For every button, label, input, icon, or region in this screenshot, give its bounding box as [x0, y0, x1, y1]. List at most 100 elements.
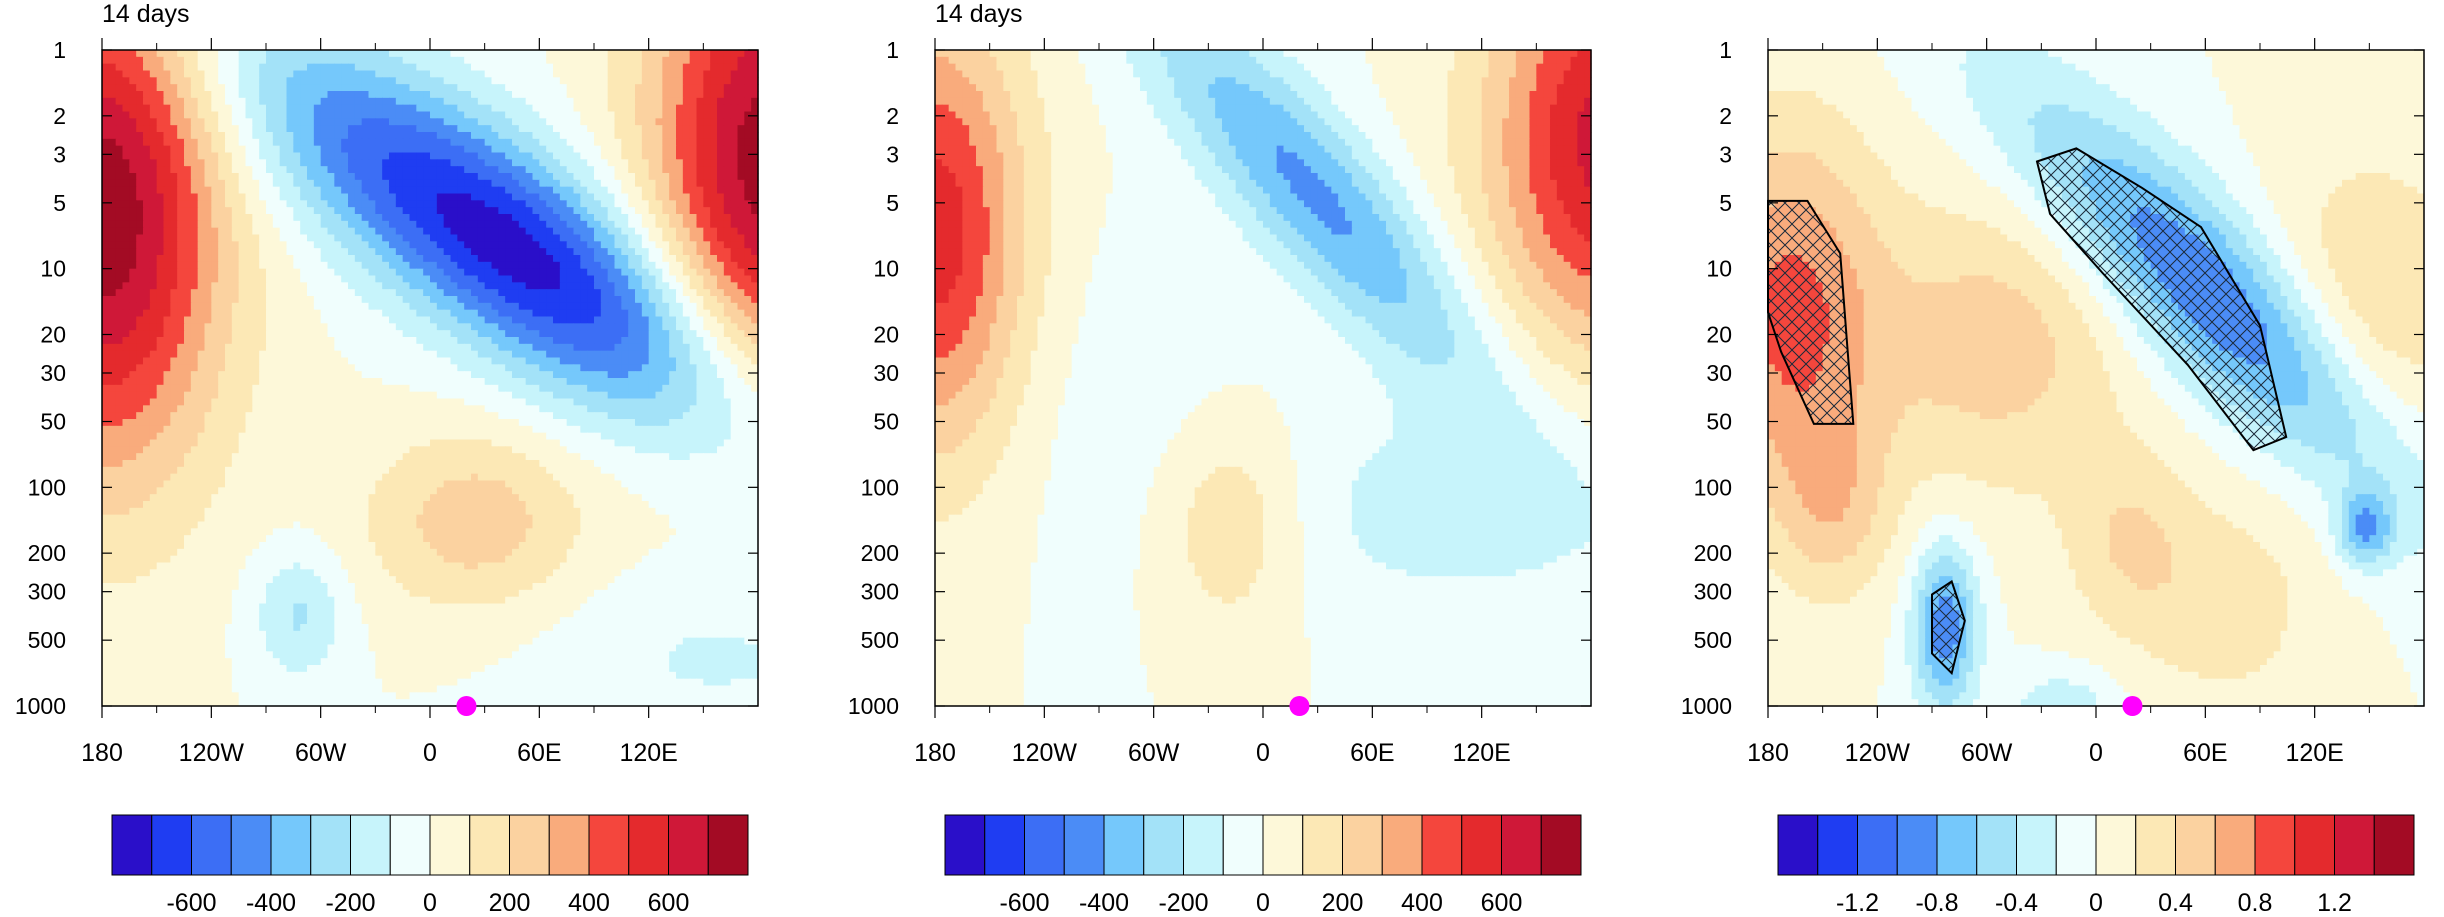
field-cell: [512, 112, 519, 119]
field-cell: [546, 296, 553, 303]
field-cell: [328, 200, 335, 207]
field-cell: [293, 262, 300, 269]
field-cell: [266, 385, 273, 392]
field-cell: [150, 235, 157, 242]
field-cell: [218, 344, 225, 351]
field-cell: [615, 364, 622, 371]
field-cell: [731, 385, 738, 392]
field-cell: [457, 289, 464, 296]
field-cell: [232, 392, 239, 399]
field-cell: [293, 289, 300, 296]
field-cell: [300, 351, 307, 358]
field-cell: [628, 323, 635, 330]
field-cell: [710, 248, 717, 255]
field-cell: [225, 262, 232, 269]
field-cell: [314, 330, 321, 337]
field-cell: [416, 118, 423, 125]
field-cell: [164, 371, 171, 378]
field-cell: [731, 64, 738, 71]
field-cell: [184, 57, 191, 64]
field-cell: [642, 57, 649, 64]
field-cell: [136, 228, 143, 235]
field-cell: [635, 351, 642, 358]
field-cell: [287, 385, 294, 392]
field-cell: [177, 289, 184, 296]
field-cell: [587, 221, 594, 228]
field-cell: [430, 330, 437, 337]
field-cell: [724, 207, 731, 214]
field-cell: [669, 112, 676, 119]
field-cell: [293, 50, 300, 57]
field-cell: [102, 405, 109, 412]
field-cell: [464, 98, 471, 105]
field-cell: [676, 207, 683, 214]
field-cell: [656, 303, 663, 310]
field-cell: [478, 364, 485, 371]
field-cell: [471, 317, 478, 324]
field-cell: [362, 71, 369, 78]
field-cell: [492, 262, 499, 269]
field-cell: [710, 180, 717, 187]
field-cell: [498, 159, 505, 166]
field-cell: [416, 146, 423, 153]
field-cell: [321, 91, 328, 98]
field-cell: [410, 207, 417, 214]
field-cell: [164, 289, 171, 296]
field-cell: [403, 358, 410, 365]
field-cell: [259, 310, 266, 317]
field-cell: [738, 269, 745, 276]
field-cell: [225, 289, 232, 296]
field-cell: [574, 241, 581, 248]
field-cell: [239, 371, 246, 378]
field-cell: [129, 50, 136, 57]
field-cell: [341, 112, 348, 119]
field-cell: [164, 344, 171, 351]
field-cell: [724, 330, 731, 337]
field-cell: [512, 262, 519, 269]
field-cell: [690, 180, 697, 187]
field-cell: [205, 351, 212, 358]
field-cell: [574, 57, 581, 64]
field-cell: [451, 112, 458, 119]
field-cell: [492, 371, 499, 378]
field-cell: [287, 194, 294, 201]
field-cell: [143, 296, 150, 303]
field-cell: [642, 344, 649, 351]
field-cell: [150, 248, 157, 255]
field-cell: [341, 344, 348, 351]
field-cell: [444, 399, 451, 406]
field-cell: [539, 228, 546, 235]
field-cell: [533, 392, 540, 399]
field-cell: [423, 221, 430, 228]
field-cell: [362, 84, 369, 91]
field-cell: [396, 344, 403, 351]
field-cell: [423, 241, 430, 248]
field-cell: [116, 351, 123, 358]
field-cell: [218, 303, 225, 310]
field-cell: [492, 358, 499, 365]
field-cell: [744, 180, 751, 187]
field-cell: [198, 214, 205, 221]
field-cell: [184, 77, 191, 84]
field-cell: [259, 358, 266, 365]
field-cell: [512, 241, 519, 248]
field-cell: [191, 317, 198, 324]
field-cell: [601, 166, 608, 173]
field-cell: [157, 255, 164, 262]
field-cell: [252, 166, 259, 173]
field-cell: [116, 50, 123, 57]
field-cell: [451, 248, 458, 255]
field-cell: [690, 146, 697, 153]
field-cell: [198, 385, 205, 392]
field-cell: [136, 221, 143, 228]
field-cell: [369, 330, 376, 337]
field-cell: [615, 84, 622, 91]
field-cell: [656, 371, 663, 378]
field-cell: [505, 118, 512, 125]
field-cell: [109, 303, 116, 310]
field-cell: [451, 399, 458, 406]
field-cell: [328, 310, 335, 317]
field-cell: [533, 235, 540, 242]
field-cell: [628, 200, 635, 207]
field-cell: [567, 235, 574, 242]
